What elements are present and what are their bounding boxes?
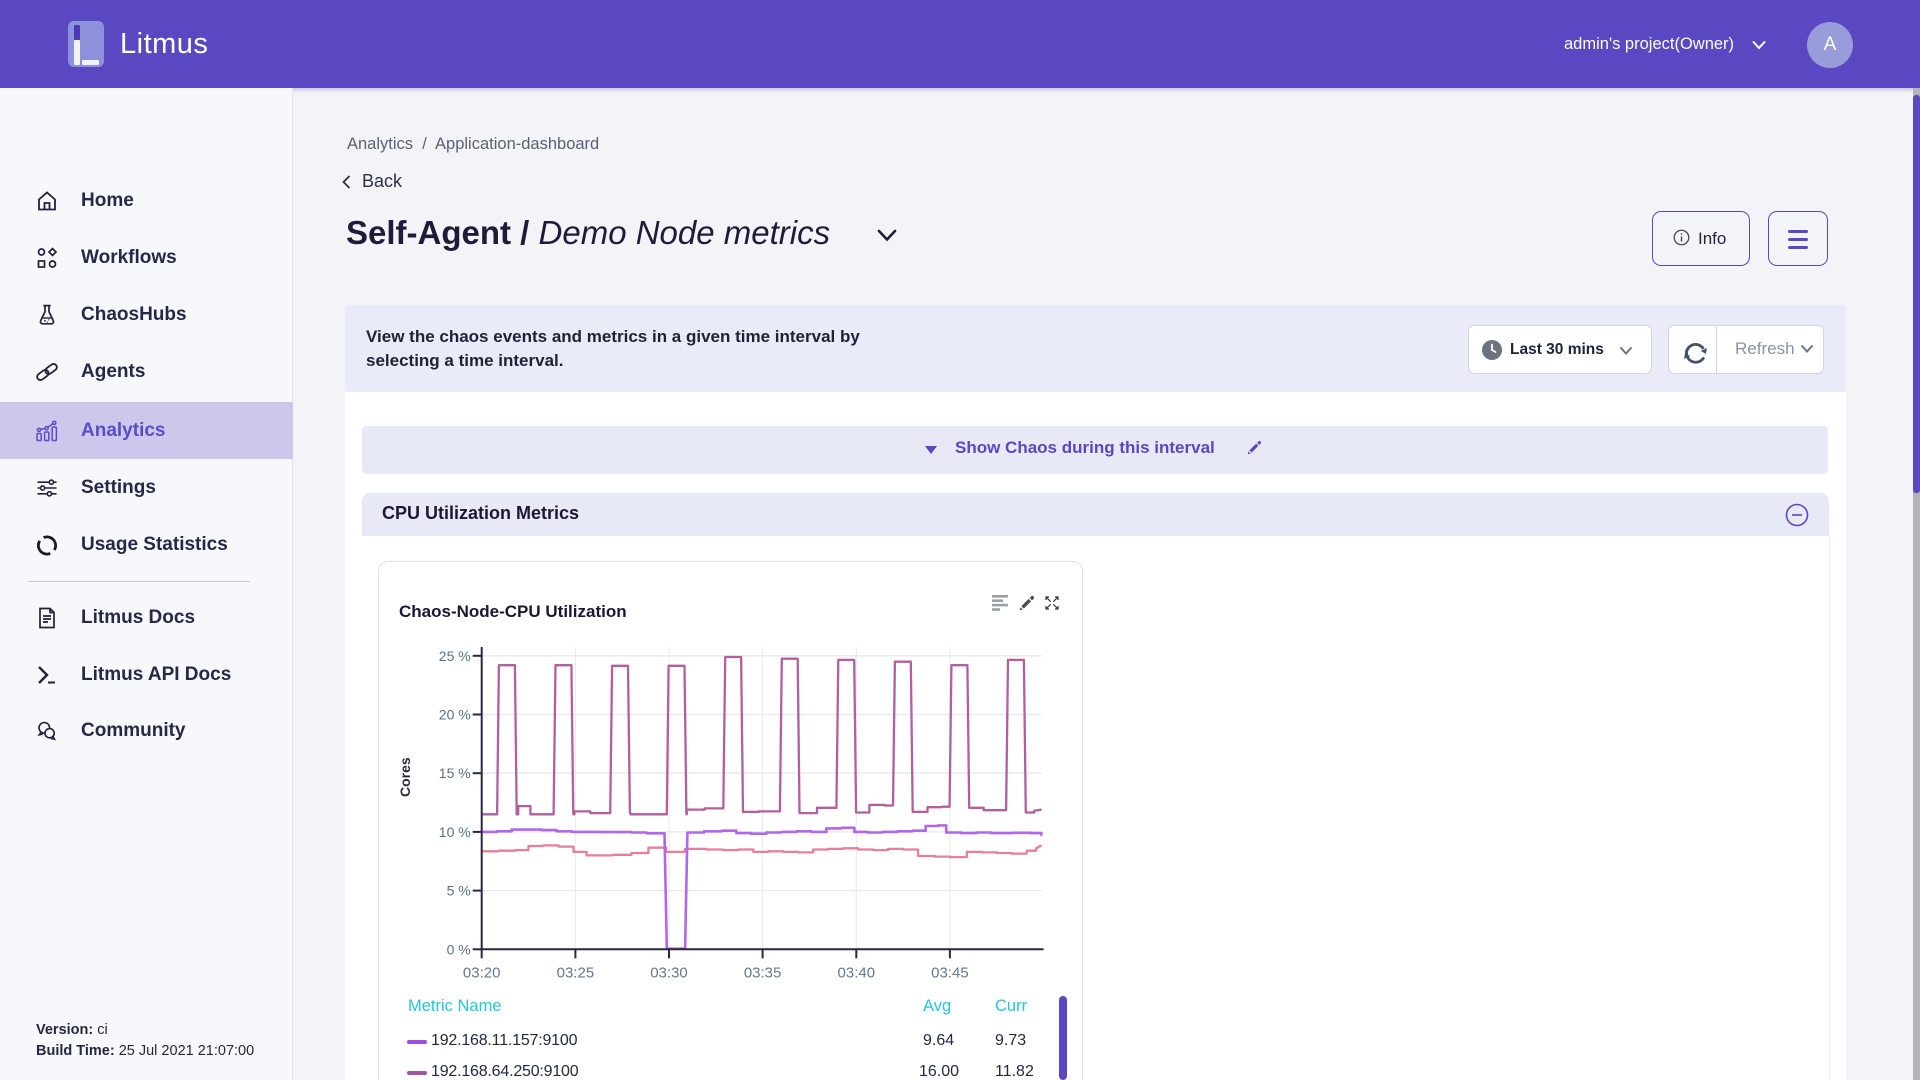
svg-text:5 %: 5 % — [447, 883, 471, 899]
svg-text:03:35: 03:35 — [744, 964, 782, 981]
svg-text:03:20: 03:20 — [463, 964, 501, 981]
svg-text:20 %: 20 % — [439, 707, 471, 723]
svg-text:03:40: 03:40 — [838, 964, 876, 981]
svg-text:0 %: 0 % — [447, 941, 471, 957]
svg-text:03:30: 03:30 — [650, 964, 688, 981]
svg-text:03:45: 03:45 — [931, 964, 969, 981]
svg-text:15 %: 15 % — [439, 765, 471, 781]
svg-text:03:25: 03:25 — [557, 964, 595, 981]
svg-text:10 %: 10 % — [439, 824, 471, 840]
svg-text:25 %: 25 % — [439, 648, 471, 664]
